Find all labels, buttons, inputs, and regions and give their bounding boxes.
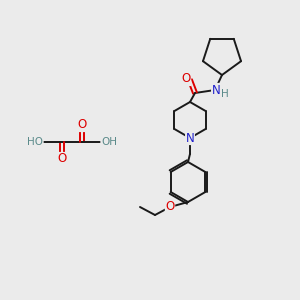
- Text: HO: HO: [27, 137, 43, 147]
- Text: O: O: [182, 73, 190, 85]
- Text: O: O: [57, 152, 67, 166]
- Text: H: H: [221, 89, 229, 99]
- Text: O: O: [77, 118, 87, 131]
- Text: O: O: [165, 200, 175, 214]
- Text: N: N: [212, 83, 220, 97]
- Text: OH: OH: [101, 137, 117, 147]
- Text: N: N: [186, 131, 194, 145]
